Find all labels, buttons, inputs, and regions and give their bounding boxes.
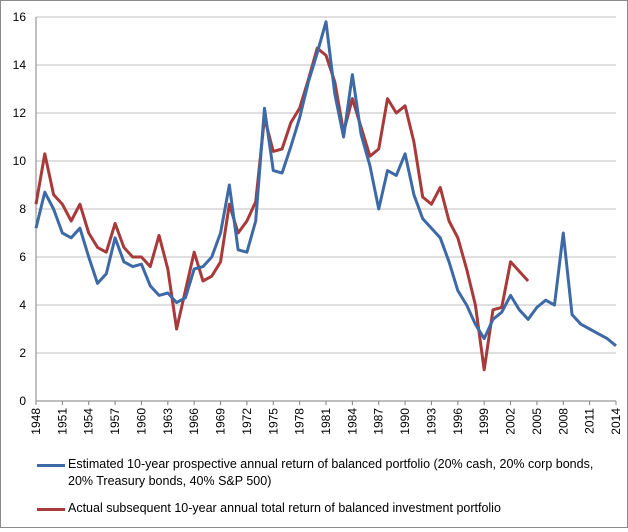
x-tick-label: 1969 xyxy=(214,408,228,435)
legend-swatch-actual xyxy=(37,508,65,511)
x-tick-label: 1981 xyxy=(319,408,333,435)
y-tick-label: 16 xyxy=(13,10,27,24)
x-tick-label: 2014 xyxy=(609,408,623,435)
axes xyxy=(35,17,617,405)
x-tick-labels: 1948 1951 1954 1957 1960 1963 1966 1969 1972 1975… xyxy=(29,408,623,435)
x-tick-label: 2011 xyxy=(583,408,597,434)
x-tick-label: 1954 xyxy=(82,408,96,435)
y-tick-label: 8 xyxy=(19,202,26,216)
x-tick-label: 1990 xyxy=(398,408,412,435)
y-tick-label: 0 xyxy=(19,394,26,408)
legend-swatch-estimated xyxy=(37,464,65,467)
y-tick-label: 6 xyxy=(19,250,26,264)
x-tick-label: 1951 xyxy=(55,408,69,435)
gridlines xyxy=(36,16,616,402)
y-tick-labels: 0 2 4 6 8 10 12 14 16 xyxy=(13,10,27,408)
x-tick-label: 1957 xyxy=(108,408,122,435)
x-tick-label: 1963 xyxy=(161,408,175,435)
legend-label-estimated: Estimated 10-year prospective annual ret… xyxy=(68,457,594,488)
x-tick-label: 1978 xyxy=(293,408,307,435)
x-tick-label: 1987 xyxy=(372,408,386,435)
y-tick-label: 10 xyxy=(13,154,27,168)
y-tick-label: 14 xyxy=(13,58,27,72)
x-tick-label: 2008 xyxy=(556,408,570,435)
series-line-actual xyxy=(34,46,530,372)
x-tick-label: 2005 xyxy=(530,408,544,435)
x-tick-label: 1975 xyxy=(266,408,280,435)
x-tick-label: 1966 xyxy=(187,408,201,435)
x-tick-label: 1996 xyxy=(451,408,465,435)
x-tick-label: 1984 xyxy=(345,408,359,435)
series xyxy=(34,20,617,372)
y-tick-label: 4 xyxy=(19,298,26,312)
y-tick-label: 2 xyxy=(19,346,26,360)
x-tick-label: 1948 xyxy=(29,408,43,435)
legend-label-actual: Actual subsequent 10-year annual total r… xyxy=(68,501,501,515)
series-line-estimated xyxy=(34,20,617,347)
y-tick-label: 12 xyxy=(13,106,27,120)
x-tick-label: 1960 xyxy=(134,408,148,435)
x-tick-label: 2002 xyxy=(504,408,518,435)
x-tick-label: 1972 xyxy=(240,408,254,435)
x-tick-label: 1993 xyxy=(424,408,438,435)
x-tick-label: 1999 xyxy=(477,408,491,435)
